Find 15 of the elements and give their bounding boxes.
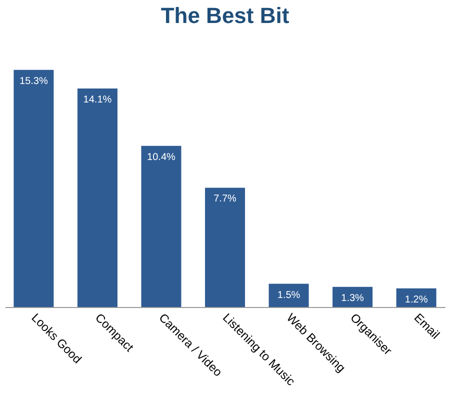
chart-title: The Best Bit	[160, 3, 290, 28]
bar	[14, 70, 54, 307]
bar	[396, 288, 436, 307]
bar	[268, 284, 309, 307]
data-label: 1.2%	[404, 294, 428, 306]
data-label: 10.4%	[147, 152, 176, 163]
data-label: 14.1%	[83, 94, 112, 106]
bar	[141, 146, 182, 307]
data-label: 7.7%	[214, 194, 237, 205]
data-label: 1.5%	[277, 290, 300, 301]
bar	[205, 188, 245, 307]
data-label: 15.3%	[20, 76, 48, 87]
bar	[332, 286, 373, 307]
bar	[77, 88, 118, 307]
data-label: 1.3%	[341, 292, 364, 304]
